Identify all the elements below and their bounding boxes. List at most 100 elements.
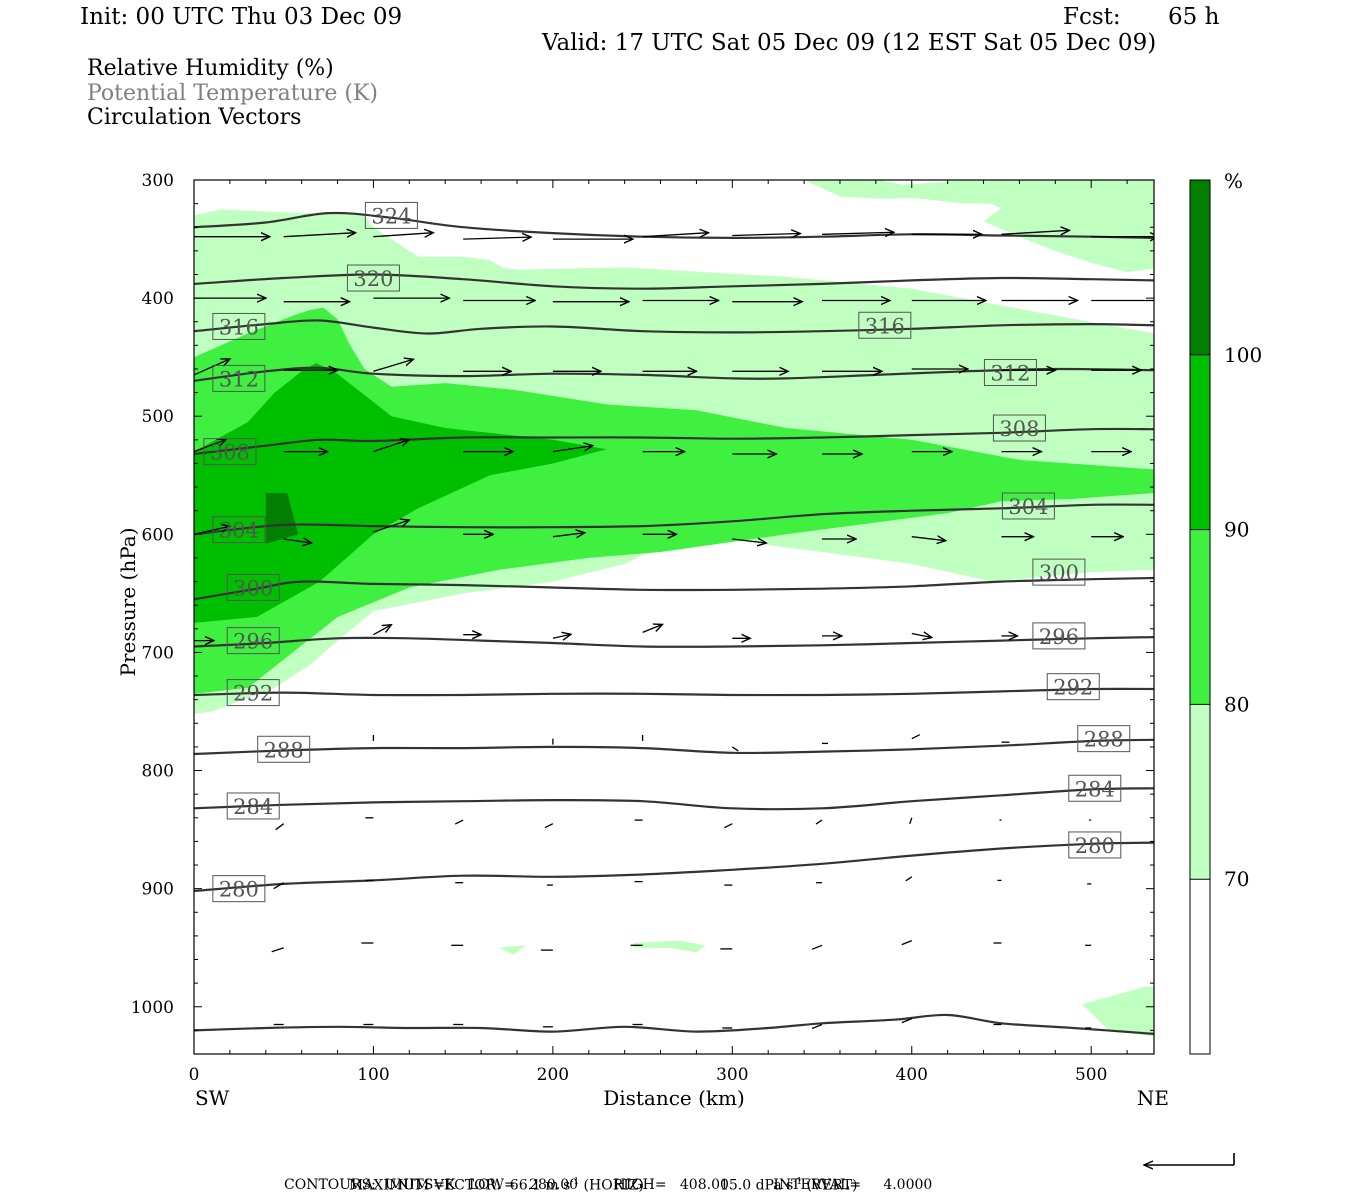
x-tick-label-0: 0 [189,1065,200,1085]
isentrope-284 [194,787,1154,811]
circulation-vector [273,882,285,890]
isentrope-label-312: 312 [219,367,259,391]
circulation-vector [463,237,531,239]
colorbar-segment-0 [1190,879,1210,1054]
isentrope-label-308: 308 [999,417,1039,441]
circulation-vector [194,526,230,535]
isentrope-label-box [983,359,1037,387]
isentrope-label-box [257,735,311,763]
isentrope-label-300: 300 [1039,561,1079,585]
circulation-vector [642,233,709,237]
isentrope-label-box [226,792,280,820]
isentrope-292 [194,687,1154,697]
isentrope-label-296: 296 [1039,625,1079,649]
circulation-vector [271,947,284,953]
isentrope-label-box [203,438,257,466]
circulation-vector [901,939,913,946]
axes-layer: 300 400 500 600 700 800 900 1000 0 100 200 300 400 50… [116,171,1169,1110]
y-tick-label-300: 300 [142,171,174,191]
isentrope-label-284: 284 [1075,777,1115,801]
legend-relative-humidity: Relative Humidity (%) [87,56,334,81]
circulation-vector [642,624,663,634]
isentrope-label-layer: 324 320 316 316 312 312 308 308 304 304 300 300 296 2… [203,201,1131,903]
circulation-vector [373,520,409,533]
isentrope-label-304: 304 [219,519,259,543]
circulation-vector [544,823,554,829]
isentrope-label-box [1068,831,1122,859]
circulation-vector [911,734,921,740]
circulation-vector [732,539,766,543]
isentrope-label-284: 284 [233,795,273,819]
rh-fill-70-1 [795,180,1154,273]
x-end-label-ne: NE [1137,1086,1169,1110]
x-tick-label-100: 100 [357,1065,389,1085]
valid-time: Valid: 17 UTC Sat 05 Dec 09 (12 EST Sat … [542,30,1157,56]
forecast-label: Fcst: [1063,4,1121,30]
circulation-vector [373,233,433,237]
y-tick-label-400: 400 [142,289,174,309]
colorbar-segment-1 [1190,704,1210,880]
isentrope-280 [194,841,1154,893]
isentrope-label-box [1001,492,1055,520]
isentrope-316 [194,319,1154,335]
isentrope-surface [194,1013,1154,1035]
x-tick-label-400: 400 [896,1065,928,1085]
circulation-vector [731,746,739,752]
isentrope-layer [194,211,1154,1035]
x-tick-label-500: 500 [1075,1065,1107,1085]
isentrope-label-288: 288 [1084,728,1124,752]
rh-fill-70-2 [1082,986,1154,1037]
legend-potential-temperature: Potential Temperature (K) [87,81,378,106]
circulation-vector [275,823,285,831]
circulation-vector [911,537,946,541]
rh-fill-70-3 [499,945,526,955]
circulation-vector [454,819,464,825]
isentrope-label-box [1077,725,1131,753]
isentrope-label-320: 320 [353,267,393,291]
circulation-vector [283,539,312,543]
circulation-vector [732,234,800,236]
isentrope-label-288: 288 [264,738,304,762]
vector-layer [194,230,1154,1030]
isentrope-324 [194,211,1154,240]
footer-max-vector: MAXIMUM VECTOR: 66.1 m s-1 (HORIZ) 15.0 d… [348,1177,858,1194]
reference-vector [1144,1153,1235,1165]
circulation-vector [724,823,733,829]
circulation-vector [815,819,823,825]
isentrope-label-box [364,201,418,229]
x-tick-label-300: 300 [716,1065,748,1085]
circulation-vector [1001,230,1070,234]
y-tick-label-700: 700 [142,643,174,663]
isentrope-288 [194,738,1154,756]
isentrope-label-324: 324 [371,204,411,228]
isentrope-label-300: 300 [233,576,273,600]
colorbar-unit: % [1224,169,1243,193]
isentrope-label-box [226,627,280,655]
isentrope-label-304: 304 [1008,495,1048,519]
colorbar-frame [1189,179,1211,1055]
isentrope-label-box [1032,622,1086,650]
colorbar-segment-2 [1190,529,1210,705]
colorbar-segment-3 [1190,354,1210,530]
rh-fill-layer [194,180,1154,1037]
colorbar-label-80: 80 [1224,692,1249,716]
circulation-vector [811,944,823,950]
y-tick-label-600: 600 [142,525,174,545]
circulation-vector [811,1023,823,1030]
circulation-vector [194,359,230,376]
isentrope-label-box [212,875,266,903]
circulation-vector [911,634,932,638]
plot-frame [193,179,1155,1055]
isentrope-label-box [346,264,400,292]
isentrope-label-box [212,364,266,392]
init-time: Init: 00 UTC Thu 03 Dec 09 [80,4,403,30]
isentrope-label-280: 280 [219,878,259,902]
x-axis-label: Distance (km) [603,1086,745,1110]
circulation-vector [552,446,593,453]
isentrope-304 [194,503,1154,536]
rh-fill-80-5 [194,307,1154,694]
y-tick-label-500: 500 [142,407,174,427]
y-tick-label-1000: 1000 [131,998,174,1018]
circulation-vector [373,440,409,453]
